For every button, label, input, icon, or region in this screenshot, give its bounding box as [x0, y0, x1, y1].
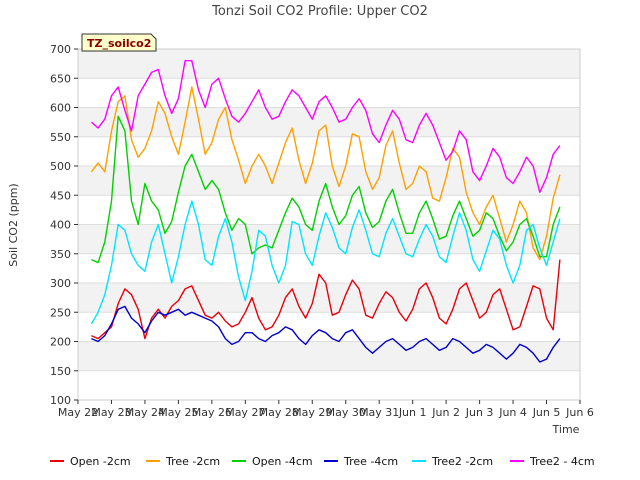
- x-tick-label: May 28: [259, 406, 299, 419]
- plot-band: [78, 107, 580, 137]
- y-tick-label: 200: [50, 336, 71, 349]
- y-tick-label: 350: [50, 248, 71, 261]
- y-tick-label: 300: [50, 277, 71, 290]
- plot-band: [78, 166, 580, 196]
- x-tick-label: Jun 6: [565, 406, 594, 419]
- legend-label: Open -4cm: [252, 455, 313, 468]
- legend-label: Tree2 - 4cm: [529, 455, 595, 468]
- legend-label: Tree -2cm: [165, 455, 220, 468]
- plot-bands: [78, 49, 580, 371]
- series-line-4: [91, 305, 561, 363]
- x-tick-label: May 23: [91, 406, 131, 419]
- legend-label: Tree -4cm: [343, 455, 398, 468]
- x-tick-label: Jun 5: [532, 406, 561, 419]
- x-tick-label: May 22: [58, 406, 98, 419]
- x-axis-label: Time: [552, 423, 580, 436]
- badge-label: TZ_soilco2: [87, 37, 151, 50]
- y-axis: 100 150 200 250 300 350 400 450 500 550 600 650 700: [50, 43, 78, 407]
- chart-title: Tonzi Soil CO2 Profile: Upper CO2: [211, 4, 428, 19]
- plot-band: [78, 341, 580, 371]
- legend-label: Open -2cm: [70, 455, 131, 468]
- y-tick-label: 150: [50, 365, 71, 378]
- x-tick-label: Jun 4: [498, 406, 527, 419]
- badge-box: [81, 33, 157, 52]
- y-tick-label: 600: [50, 102, 71, 115]
- y-tick-label: 100: [50, 394, 71, 407]
- y-tick-label: 550: [50, 131, 71, 144]
- y-tick-label: 700: [50, 43, 71, 56]
- y-tick-label: 400: [50, 219, 71, 232]
- y-tick-label: 500: [50, 160, 71, 173]
- series-line-6: [90, 60, 561, 194]
- x-tick-label: May 31: [359, 406, 399, 419]
- series-lines: [90, 60, 561, 363]
- x-tick-label: Jun 1: [398, 406, 427, 419]
- legend-label: Tree2 -2cm: [431, 455, 493, 468]
- plot-band: [78, 49, 580, 79]
- y-tick-label: 250: [50, 306, 71, 319]
- x-tick-label: May 30: [326, 406, 366, 419]
- y-tick-label: 650: [50, 72, 71, 85]
- dataset-badge: TZ_soilco2: [81, 33, 157, 52]
- series-line-5: [90, 200, 561, 325]
- y-tick-label: 450: [50, 189, 71, 202]
- x-tick-label: May 27: [225, 406, 265, 419]
- x-tick-label: May 29: [292, 406, 332, 419]
- series-line-2: [90, 86, 561, 261]
- x-tick-label: Jun 3: [465, 406, 494, 419]
- x-tick-label: May 25: [158, 406, 198, 419]
- series-line-1: [91, 259, 561, 340]
- x-tick-label: May 26: [192, 406, 232, 419]
- y-axis-label: Soil CO2 (ppm): [7, 183, 20, 266]
- x-tick-label: Jun 2: [431, 406, 460, 419]
- series-line-3: [91, 115, 561, 264]
- x-tick-label: May 24: [125, 406, 165, 419]
- legend: Open -2cm Tree -2cm Open -4cm Tree -4cm Tree…: [50, 455, 595, 468]
